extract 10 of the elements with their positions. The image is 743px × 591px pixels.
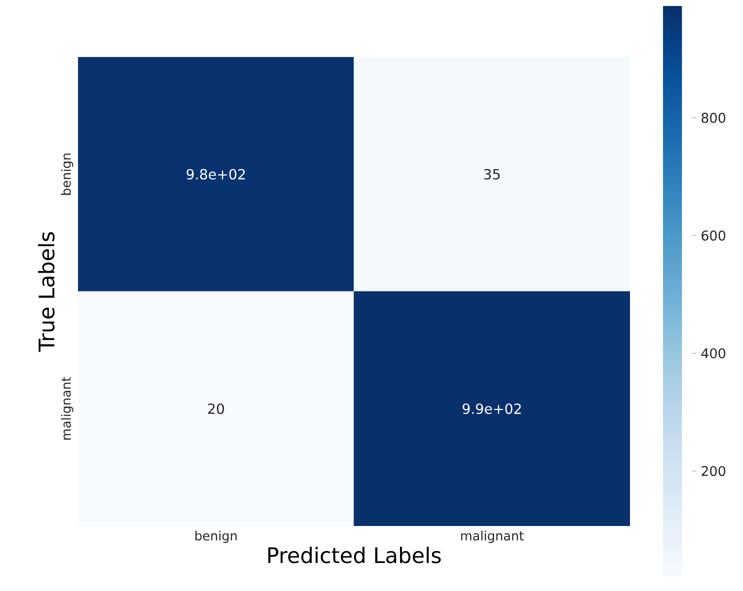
data-label: 9.9e+02 <box>462 403 521 414</box>
x-axis-title: Predicted Labels <box>268 546 441 564</box>
data-label: 9.8e+02 <box>186 168 245 180</box>
data-label: 35 <box>484 168 500 180</box>
color-bar-label: 400 <box>701 348 726 358</box>
color-bar-label: 200 <box>702 466 726 476</box>
data-label: 20 <box>208 403 224 414</box>
color-bar-label: 600 <box>702 230 726 241</box>
y-axis-title: True Labels <box>38 232 55 352</box>
color-bar-label: 800 <box>702 112 726 123</box>
